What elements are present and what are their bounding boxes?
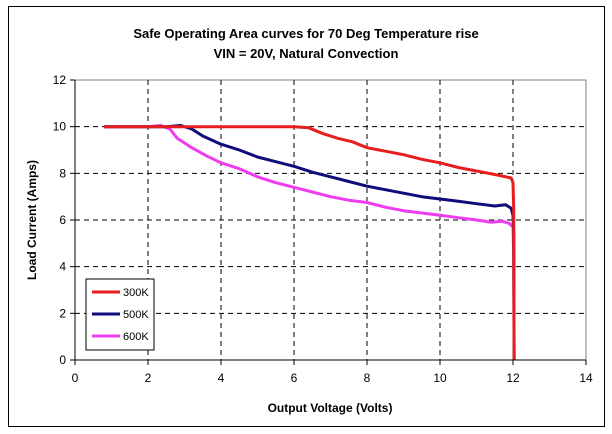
x-tick-label: 14 <box>579 371 593 385</box>
legend-label-300k: 300K <box>123 287 149 299</box>
series-line-300k <box>104 125 516 361</box>
x-tick-label: 12 <box>506 371 520 385</box>
x-tick-label: 0 <box>72 371 79 385</box>
chart-title: Safe Operating Area curves for 70 Deg Te… <box>133 26 478 41</box>
figure-border <box>8 6 605 427</box>
chart-subtitle: VIN = 20V, Natural Convection <box>214 46 399 61</box>
y-tick-label: 12 <box>53 73 67 87</box>
x-tick-label: 10 <box>433 371 447 385</box>
y-tick-label: 2 <box>59 306 66 320</box>
y-tick-label: 0 <box>59 353 66 367</box>
series-line-500k <box>104 124 516 361</box>
x-tick-label: 4 <box>218 371 225 385</box>
series-lines <box>104 124 516 361</box>
legend: 300K 500K 600K <box>85 278 155 351</box>
y-tick-label: 8 <box>59 166 66 180</box>
x-tick-label: 8 <box>364 371 371 385</box>
y-tick-label: 10 <box>53 120 67 134</box>
legend-label-500k: 500K <box>123 309 149 321</box>
legend-label-600k: 600K <box>123 331 149 343</box>
y-tick-label: 4 <box>59 260 66 274</box>
x-axis-label: Output Voltage (Volts) <box>268 401 393 415</box>
x-tick-label: 2 <box>145 371 152 385</box>
series-line-600k <box>104 124 516 361</box>
x-axis: 0 2 4 6 8 10 12 14 <box>72 360 593 385</box>
y-tick-label: 6 <box>59 213 66 227</box>
y-axis: 0 2 4 6 8 10 12 <box>53 73 75 367</box>
x-tick-label: 6 <box>291 371 298 385</box>
y-axis-label: Load Current (Amps) <box>25 160 39 280</box>
